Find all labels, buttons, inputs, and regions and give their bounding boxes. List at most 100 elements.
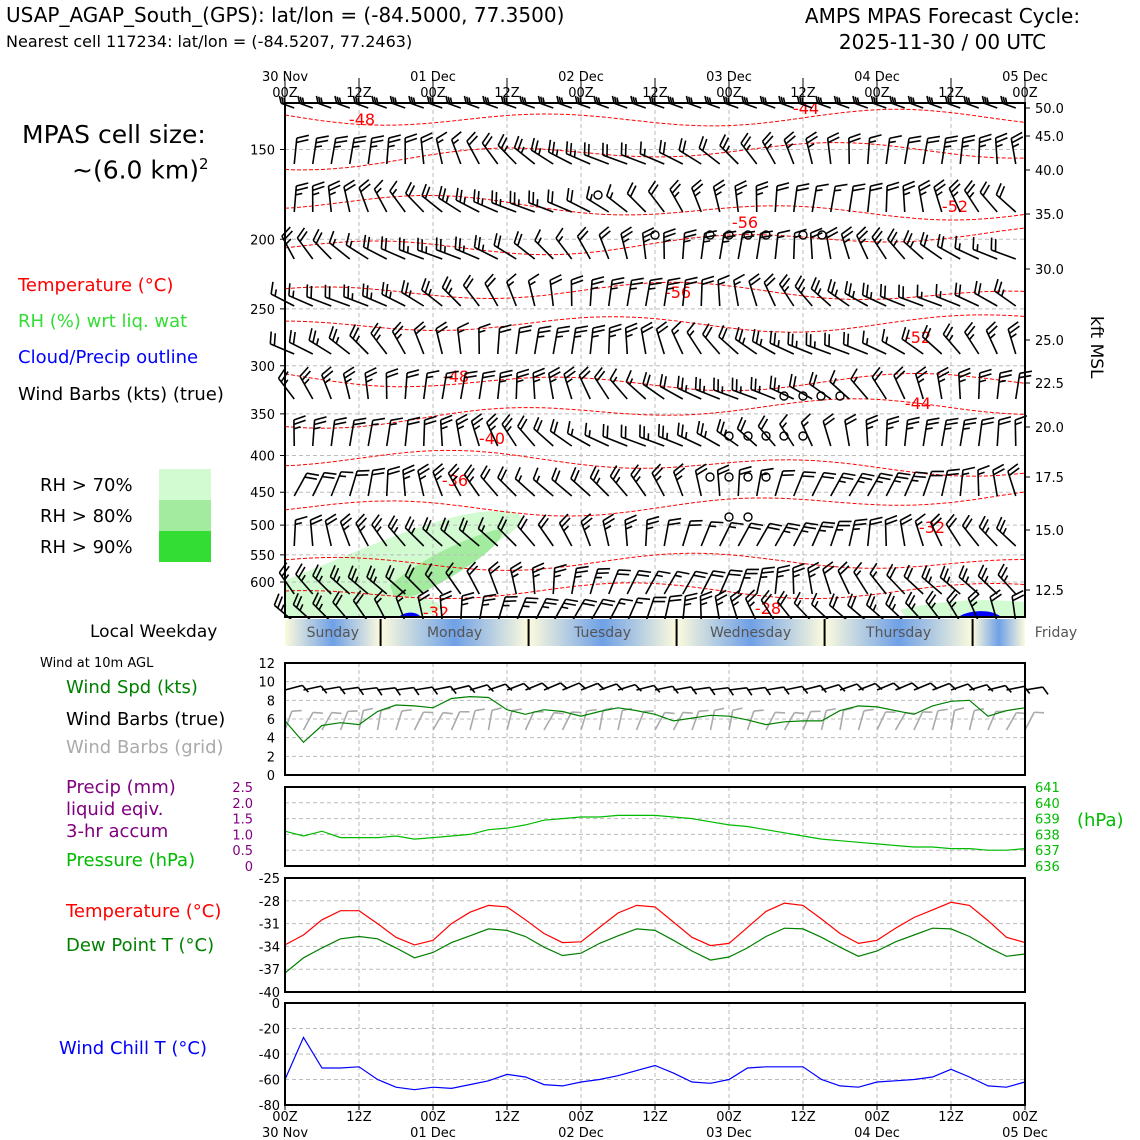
barb-flag [946,417,959,422]
wind-barb [903,135,922,165]
wind-barb [293,134,310,165]
wind-barb [339,513,353,547]
barb-flag [593,366,603,378]
barb-flag [939,565,946,578]
kft-axis-tick: 15.0 [1035,524,1064,539]
wind-axis-tick: 0 [267,769,275,784]
wind-barb [1007,321,1020,355]
wind-barb [367,135,385,165]
barb-flag [424,415,437,421]
barb-flag [671,183,682,194]
barb-flag [353,417,367,422]
barb-staff [857,710,865,731]
barb-flag [497,133,505,146]
barb-flag [824,417,835,427]
wind-barb [473,189,499,213]
barb-staff [321,712,333,731]
barb-flag [686,321,696,333]
barb-flag [442,711,453,715]
barb-flag [371,139,384,144]
wind-barb [756,522,783,547]
barb-flag [363,707,374,712]
wind-barb [763,273,776,307]
bottom-hour-label: 12Z [790,1110,816,1125]
barb-flag [889,231,898,244]
wind-barb [537,514,554,547]
barb-flag [873,230,883,242]
barb-flag [404,282,409,295]
wind-barb [865,414,879,447]
barb-half [766,143,773,150]
barb-flag [715,594,728,602]
wind-barb [391,321,406,355]
wind-barb [903,229,924,260]
pressure-axis-tick: 200 [250,233,275,248]
wind-barb [925,590,943,623]
barb-flag [998,416,1012,421]
barb-flag [394,687,401,696]
barb-half [609,334,617,338]
barb-flag [477,191,480,204]
barb-half [482,603,490,606]
barb-flag [927,417,940,422]
barb-half [389,422,397,426]
barb-half [979,379,987,383]
barb-half [625,525,633,530]
barb-half [834,289,839,297]
barb-half [335,336,340,344]
barb-flag [797,278,806,291]
forecast-cycle-title: AMPS MPAS Forecast Cycle: 2025-11-30 / 0… [770,3,1115,55]
wind-barb [853,561,869,595]
barb-flag [759,95,763,104]
wind-barb [288,283,314,307]
wind-barb [293,515,308,547]
wind-barb [811,183,829,213]
barb-flag [388,138,401,144]
barb-flag [919,184,931,192]
barb-half [971,601,978,607]
barb-staff [968,710,975,731]
barb-half [872,571,878,578]
wind-axis-tick: 10 [258,676,275,691]
barb-half [815,189,823,192]
barb-flag [500,519,508,532]
barb-staff [302,712,314,731]
barb-flag [517,138,523,151]
grid-wind-barb [321,711,342,731]
barb-half [583,525,591,531]
barb-flag [466,467,475,479]
barb-half [589,193,593,201]
barb-flag [602,513,615,522]
barb-staff [691,710,700,731]
wind-barb [413,321,426,355]
barb-flag [421,136,434,144]
barb-flag [980,567,988,580]
barb-half [595,477,601,485]
rh80-patch [390,529,502,600]
wind-barb [779,413,795,447]
barb-half [542,605,550,609]
barb-flag [885,592,892,605]
barb-flag [506,273,517,283]
barb-half [925,427,933,430]
barb-flag [499,324,512,329]
barb-flag [981,519,989,531]
barb-flag [906,421,920,426]
wind-barb [417,237,443,260]
temperature-contour-label: -32 [919,518,945,537]
wind-barb [921,565,943,595]
legend-wind: Wind Barbs (kts) (true) [18,384,224,405]
rh-legend-80: RH > 80% [40,506,133,527]
barb-half [777,339,780,347]
barb-half [440,425,448,430]
barb-flag [424,280,431,293]
barb-flag [993,468,1005,476]
temperature-contour [284,227,1026,256]
barb-flag [869,520,883,526]
barb-flag [870,95,874,104]
barb-flag [353,135,367,140]
barb-flag [328,180,341,187]
barb-flag [903,564,910,577]
wind-barb [829,183,848,213]
wind-barb [270,281,295,307]
